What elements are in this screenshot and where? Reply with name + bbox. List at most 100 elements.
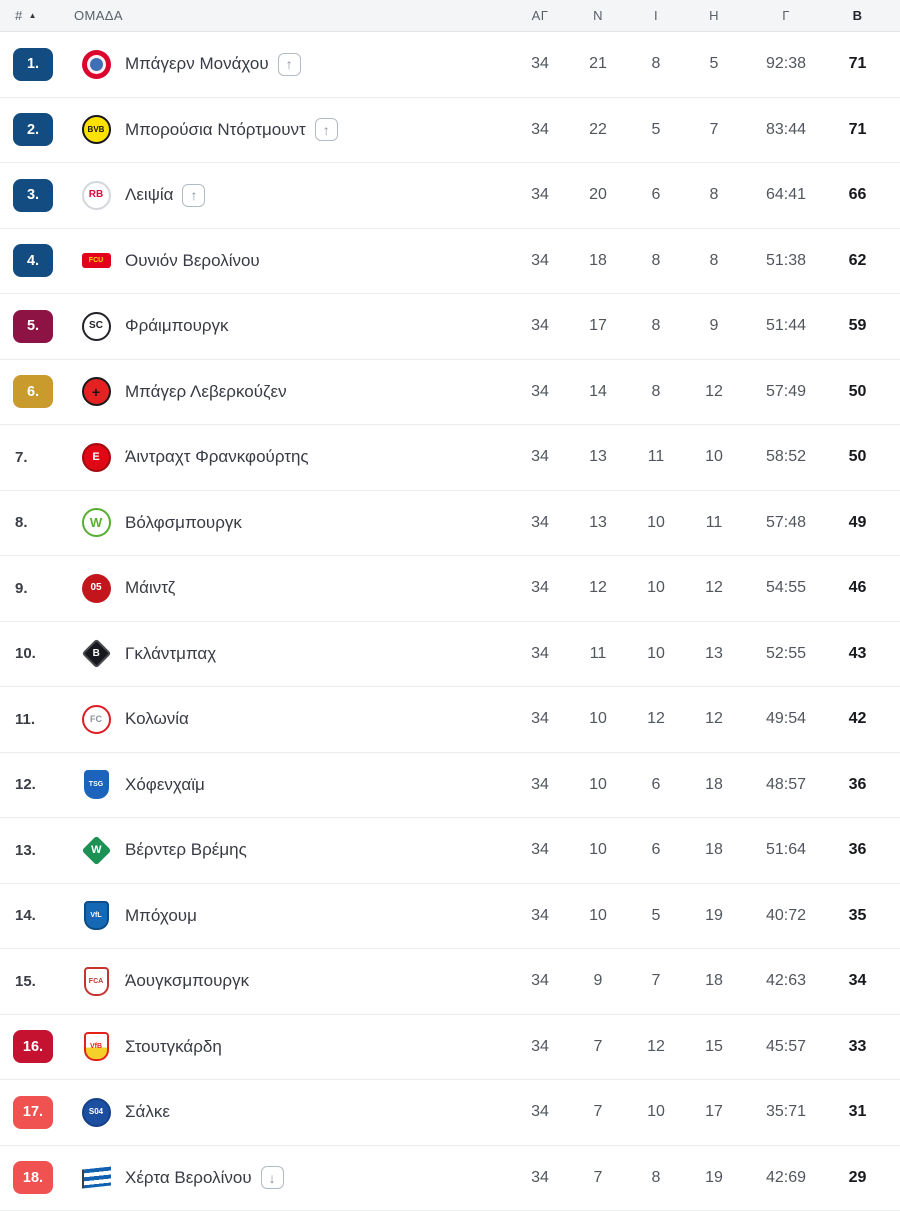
losses-value: 18 (705, 972, 723, 990)
team-name-cell: Κολωνία (118, 709, 511, 729)
position-number: 15. (15, 972, 36, 990)
table-row[interactable]: 3. RB Λειψία ↑ 34 20 6 8 64:41 66 (0, 163, 900, 229)
team-name[interactable]: Φράιμπουργκ (125, 316, 229, 336)
team-name[interactable]: Άιντραχτ Φρανκφούρτης (125, 447, 309, 467)
table-row[interactable]: 12. TSG Χόφενχαϊμ 34 10 6 18 48:57 36 (0, 752, 900, 818)
logo-monogram: VfL (90, 912, 102, 920)
logo-monogram: W (89, 515, 103, 531)
position-cell: 13. (0, 842, 74, 859)
team-name-cell: Άιντραχτ Φρανκφούρτης (118, 447, 511, 467)
table-row[interactable]: 8. W Βόλφσμπουργκ 34 13 10 11 57:48 49 (0, 490, 900, 556)
table-row[interactable]: 18. Χέρτα Βερολίνου ↓ 34 7 8 19 42:69 29 (0, 1145, 900, 1211)
wins-value: 10 (589, 906, 607, 924)
team-name[interactable]: Λειψία (125, 185, 174, 205)
goals-value: 45:57 (765, 1037, 807, 1055)
wins-value: 21 (589, 55, 607, 73)
team-logo-cell: VfL (74, 901, 118, 931)
wins-value: 10 (589, 710, 607, 728)
eintracht-frankfurt-logo: E (81, 442, 111, 472)
werder-bremen-logo: W (81, 835, 111, 866)
goals-value: 54:55 (765, 579, 807, 597)
table-row[interactable]: 11. FC Κολωνία 34 10 12 12 49:54 42 (0, 687, 900, 753)
goals-value: 58:52 (765, 448, 807, 466)
position-cell: 14. (0, 907, 74, 924)
table-row[interactable]: 15. FCA Άουγκσμπουργκ 34 9 7 18 42:63 34 (0, 949, 900, 1015)
team-name-cell: Μπάγερ Λεβερκούζεν (118, 382, 511, 402)
table-row[interactable]: 14. VfL Μπόχουμ 34 10 5 19 40:72 35 (0, 883, 900, 949)
draws-value: 8 (651, 317, 661, 335)
table-row[interactable]: 7. E Άιντραχτ Φρανκφούρτης 34 13 11 10 5… (0, 425, 900, 491)
team-name-cell: Χόφενχαϊμ (118, 775, 511, 795)
header-goals[interactable]: Γ (782, 8, 790, 23)
position-number: 10. (15, 645, 36, 663)
team-name[interactable]: Κολωνία (125, 709, 189, 729)
table-row[interactable]: 1. Μπάγερν Μονάχου ↑ 34 21 8 5 92:38 71 (0, 32, 900, 98)
points-value: 31 (848, 1103, 867, 1121)
table-header-row: # ▲ ΟΜΑΔΑ ΑΓ Ν Ι Η Γ Β (0, 0, 900, 32)
header-rank[interactable]: # ▲ (0, 8, 74, 23)
points-value: 33 (848, 1037, 867, 1055)
team-name-cell: Μάιντζ (118, 578, 511, 598)
table-row[interactable]: 17. S04 Σάλκε 34 7 10 17 35:71 31 (0, 1080, 900, 1146)
draws-value: 8 (651, 251, 661, 269)
position-cell: 2. (0, 113, 74, 147)
played-value: 34 (531, 1103, 549, 1121)
team-logo-cell: TSG (74, 770, 118, 800)
team-logo-cell: 05 (74, 573, 118, 603)
header-points[interactable]: Β (852, 8, 863, 23)
team-name[interactable]: Βέρντερ Βρέμης (125, 840, 247, 860)
table-row[interactable]: 16. VfB Στουτγκάρδη 34 7 12 15 45:57 33 (0, 1014, 900, 1080)
stuttgart-logo: VfB (83, 1032, 109, 1062)
position-cell: 9. (0, 580, 74, 597)
team-name[interactable]: Μπόχουμ (125, 905, 197, 925)
wins-value: 17 (589, 317, 607, 335)
table-row[interactable]: 4. FCU Ουνιόν Βερολίνου 34 18 8 8 51:38 … (0, 228, 900, 294)
played-value: 34 (531, 579, 549, 597)
table-row[interactable]: 5. SC Φράιμπουργκ 34 17 8 9 51:44 59 (0, 294, 900, 360)
header-wins[interactable]: Ν (593, 8, 603, 23)
losses-value: 12 (705, 710, 723, 728)
team-name[interactable]: Χόφενχαϊμ (125, 774, 205, 794)
played-value: 34 (531, 644, 549, 662)
draws-value: 6 (651, 775, 661, 793)
team-name[interactable]: Στουτγκάρδη (125, 1036, 222, 1056)
table-body: 1. Μπάγερν Μονάχου ↑ 34 21 8 5 92:38 71 … (0, 32, 900, 1211)
team-name[interactable]: Μάιντζ (125, 578, 176, 598)
team-name[interactable]: Μπάγερν Μονάχου (125, 54, 269, 74)
position-cell: 10. (0, 645, 74, 662)
team-logo-cell: W (74, 835, 118, 866)
wins-value: 7 (593, 1103, 603, 1121)
played-value: 34 (531, 317, 549, 335)
team-name[interactable]: Μπάγερ Λεβερκούζεν (125, 381, 287, 401)
played-value: 34 (531, 448, 549, 466)
played-value: 34 (531, 120, 549, 138)
team-name[interactable]: Χέρτα Βερολίνου (125, 1167, 252, 1187)
header-draws[interactable]: Ι (653, 8, 658, 23)
table-row[interactable]: 13. W Βέρντερ Βρέμης 34 10 6 18 51:64 36 (0, 818, 900, 884)
table-row[interactable]: 10. B Γκλάντμπαχ 34 11 10 13 52:55 43 (0, 621, 900, 687)
losses-value: 18 (705, 775, 723, 793)
position-cell: 6. (0, 375, 74, 409)
logo-monogram: + (91, 383, 101, 400)
team-name[interactable]: Βόλφσμπουργκ (125, 512, 242, 532)
position-cell: 15. (0, 973, 74, 990)
header-played[interactable]: ΑΓ (531, 8, 549, 23)
wins-value: 10 (589, 841, 607, 859)
header-losses[interactable]: Η (709, 8, 719, 23)
team-name[interactable]: Ουνιόν Βερολίνου (125, 250, 260, 270)
team-name-cell: Στουτγκάρδη (118, 1037, 511, 1057)
promotion-up-icon: ↑ (277, 52, 301, 76)
table-row[interactable]: 9. 05 Μάιντζ 34 12 10 12 54:55 46 (0, 556, 900, 622)
wins-value: 12 (589, 579, 607, 597)
draws-value: 10 (647, 513, 665, 531)
team-name[interactable]: Σάλκε (125, 1102, 170, 1122)
header-team[interactable]: ΟΜΑΔΑ (74, 8, 123, 23)
team-name[interactable]: Μπορούσια Ντόρτμουντ (125, 119, 306, 139)
table-row[interactable]: 6. + Μπάγερ Λεβερκούζεν 34 14 8 12 57:49… (0, 359, 900, 425)
team-name[interactable]: Γκλάντμπαχ (125, 643, 217, 663)
goals-value: 49:54 (765, 710, 807, 728)
losses-value: 8 (709, 251, 719, 269)
table-row[interactable]: 2. BVB Μπορούσια Ντόρτμουντ ↑ 34 22 5 7 … (0, 97, 900, 163)
team-name[interactable]: Άουγκσμπουργκ (125, 971, 250, 991)
